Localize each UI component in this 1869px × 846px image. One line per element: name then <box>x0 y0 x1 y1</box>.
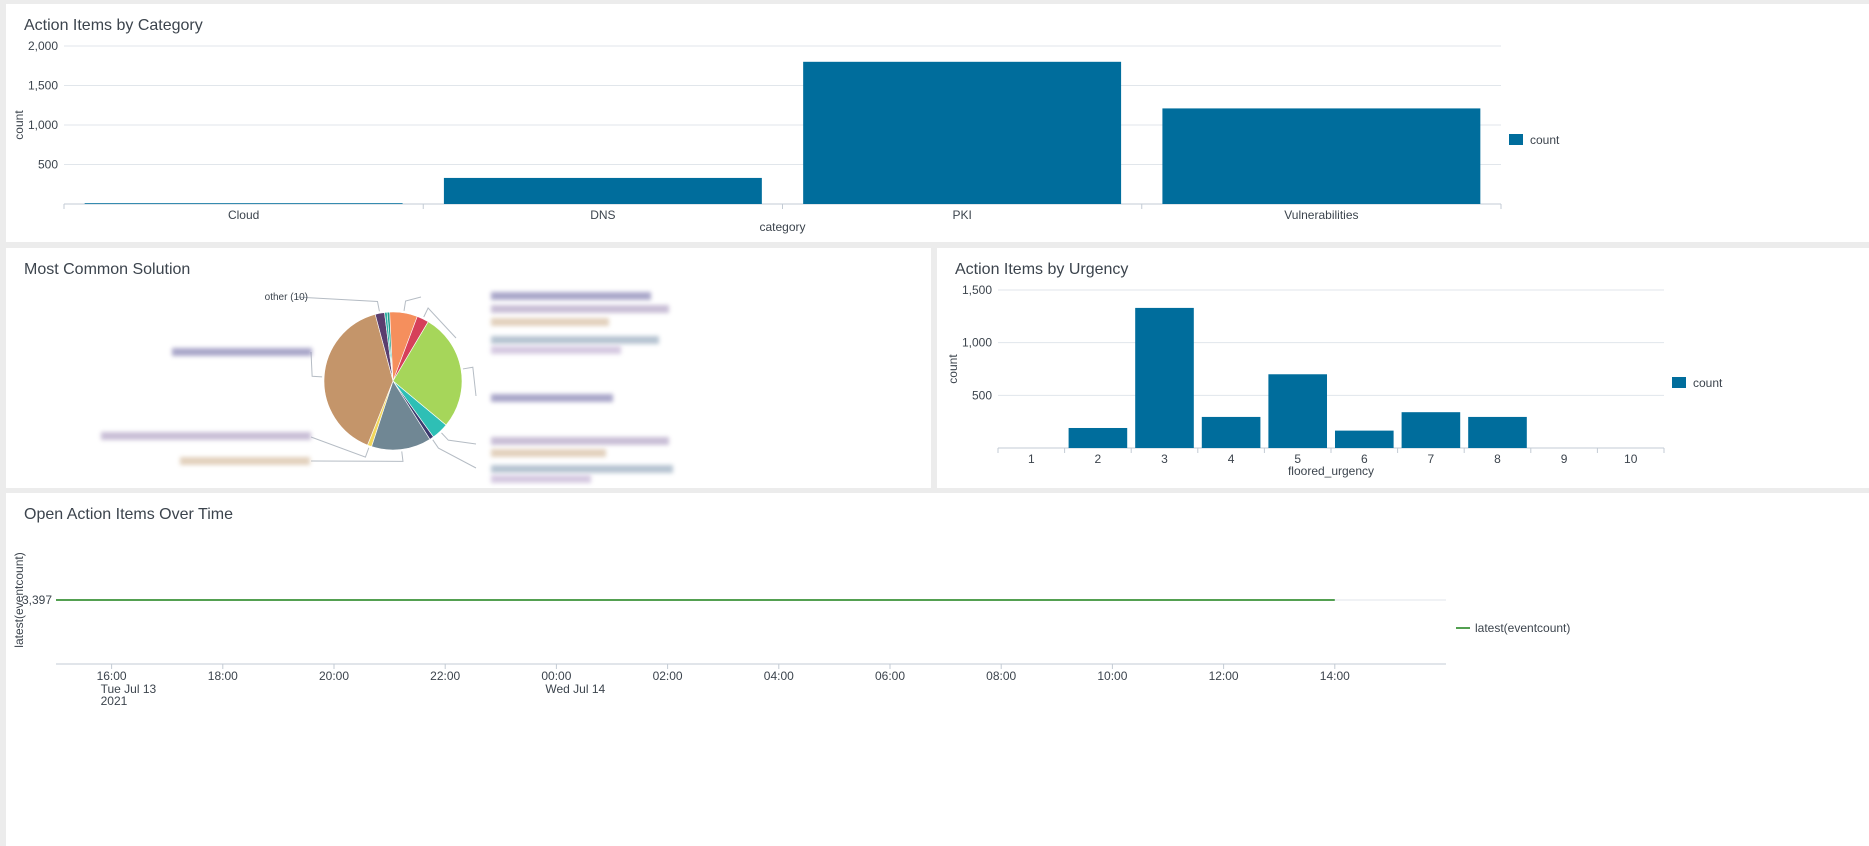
x-tick-label: 12:00 <box>1209 669 1239 683</box>
bar-6 <box>1334 430 1394 448</box>
pie-slice <box>323 313 394 446</box>
pie-leader-line <box>310 436 370 458</box>
y-axis-title: count <box>946 354 960 384</box>
x-tick-sublabel: 2021 <box>101 694 128 708</box>
legend-swatch <box>1509 134 1523 145</box>
x-tick-label: 7 <box>1428 452 1435 466</box>
pie-leader-line <box>432 439 477 469</box>
bar-cloud <box>84 203 403 204</box>
y-tick-label: 2,000 <box>28 39 58 53</box>
urgency-panel: Action Items by Urgency 500 1,000 1,500 1 2 3… <box>937 248 1869 488</box>
pie-leader-line <box>441 432 477 445</box>
y-tick-label: 500 <box>972 388 992 402</box>
pie-label-redacted <box>491 305 669 313</box>
x-tick-label: 08:00 <box>986 669 1016 683</box>
x-tick-label: 10:00 <box>1097 669 1127 683</box>
x-tick-label: 9 <box>1561 452 1568 466</box>
legend-label: latest(eventcount) <box>1475 621 1570 635</box>
x-tick-label: 3 <box>1161 452 1168 466</box>
y-tick-label: 1,500 <box>28 79 58 93</box>
y-tick-label: 1,500 <box>962 283 992 297</box>
x-tick-label: Cloud <box>228 208 259 222</box>
pie-label-redacted <box>491 449 606 457</box>
pie-slice <box>392 321 463 426</box>
y-tick-label: 3,397 <box>22 593 52 607</box>
pie-label-redacted <box>101 432 311 440</box>
bar-3 <box>1135 307 1194 448</box>
x-tick-label: Vulnerabilities <box>1284 208 1358 222</box>
x-tick-label: 5 <box>1294 452 1301 466</box>
bar-pki <box>803 61 1122 204</box>
x-tick-sublabel: Tue Jul 13 <box>101 682 157 696</box>
pie-label-other: other (10) <box>265 292 308 303</box>
solution-panel: Most Common Solution other (10) <box>6 248 931 488</box>
timeline-panel-title: Open Action Items Over Time <box>24 506 233 523</box>
solution-pie-chart: other (10) <box>101 292 673 483</box>
y-tick-label: 500 <box>38 158 58 172</box>
bar-8 <box>1468 416 1527 448</box>
pie-label-redacted <box>491 346 621 354</box>
legend-swatch <box>1672 377 1686 388</box>
bar-7 <box>1401 412 1461 448</box>
pie-leader-line <box>403 296 422 311</box>
pie-label-redacted <box>491 292 651 300</box>
timeline-panel: Open Action Items Over Time 16:00 Tue Jul… <box>6 493 1869 846</box>
x-tick-label: 00:00 <box>541 669 571 683</box>
pie-label-redacted <box>180 457 310 465</box>
urgency-bar-chart: 500 1,000 1,500 1 2 3 4 5 6 7 8 9 10 floored_urgency c… <box>946 283 1723 478</box>
pie-leader-line <box>295 296 380 312</box>
pie-leader-line <box>462 366 477 397</box>
y-axis-title: count <box>12 110 26 140</box>
pie-leader-line <box>423 307 457 339</box>
legend-label: count <box>1530 133 1560 147</box>
pie-label-redacted <box>491 475 591 483</box>
x-tick-label: 8 <box>1494 452 1501 466</box>
x-axis-title: category <box>759 220 805 234</box>
category-bar-chart: 500 1,000 1,500 2,000 Cloud DNS PKI Vulnerabili… <box>12 39 1560 234</box>
x-tick-label: 06:00 <box>875 669 905 683</box>
y-axis-title: latest(eventcount) <box>12 552 26 647</box>
category-panel-title: Action Items by Category <box>24 17 203 34</box>
pie-leader-line <box>310 351 323 378</box>
pie-label-redacted <box>491 336 659 344</box>
x-tick-label: 16:00 <box>97 669 127 683</box>
pie-label-redacted <box>491 465 673 473</box>
pie-label-redacted <box>172 348 312 356</box>
y-tick-label: 1,000 <box>28 118 58 132</box>
bar-vulnerabilities <box>1162 108 1481 204</box>
legend-label: count <box>1693 376 1723 390</box>
x-tick-label: 4 <box>1228 452 1235 466</box>
x-axis-title: floored_urgency <box>1288 464 1374 478</box>
pie-label-redacted <box>491 318 609 326</box>
x-tick-label: 22:00 <box>430 669 460 683</box>
x-tick-label: 18:00 <box>208 669 238 683</box>
pie-label-redacted <box>491 437 669 445</box>
solution-panel-title: Most Common Solution <box>24 261 191 278</box>
bar-4 <box>1201 416 1261 448</box>
category-panel: Action Items by Category 500 1,000 1,500 2,… <box>6 4 1869 242</box>
x-tick-label: 04:00 <box>764 669 794 683</box>
bar-5 <box>1268 374 1328 448</box>
pie-label-redacted <box>491 394 613 402</box>
x-tick-label: PKI <box>952 208 971 222</box>
x-tick-label: 2 <box>1095 452 1102 466</box>
urgency-panel-title: Action Items by Urgency <box>955 261 1129 278</box>
x-tick-label: DNS <box>590 208 615 222</box>
bar-dns <box>443 177 762 204</box>
x-tick-label: 14:00 <box>1320 669 1350 683</box>
x-tick-label: 10 <box>1624 452 1638 466</box>
pie-leader-line <box>310 451 404 462</box>
bar-2 <box>1068 427 1128 448</box>
x-tick-label: 1 <box>1028 452 1035 466</box>
x-tick-label: 02:00 <box>653 669 683 683</box>
x-tick-label: 6 <box>1361 452 1368 466</box>
pie-slice <box>371 380 431 451</box>
x-tick-label: 20:00 <box>319 669 349 683</box>
y-tick-label: 1,000 <box>962 336 992 350</box>
x-tick-sublabel: Wed Jul 14 <box>545 682 605 696</box>
